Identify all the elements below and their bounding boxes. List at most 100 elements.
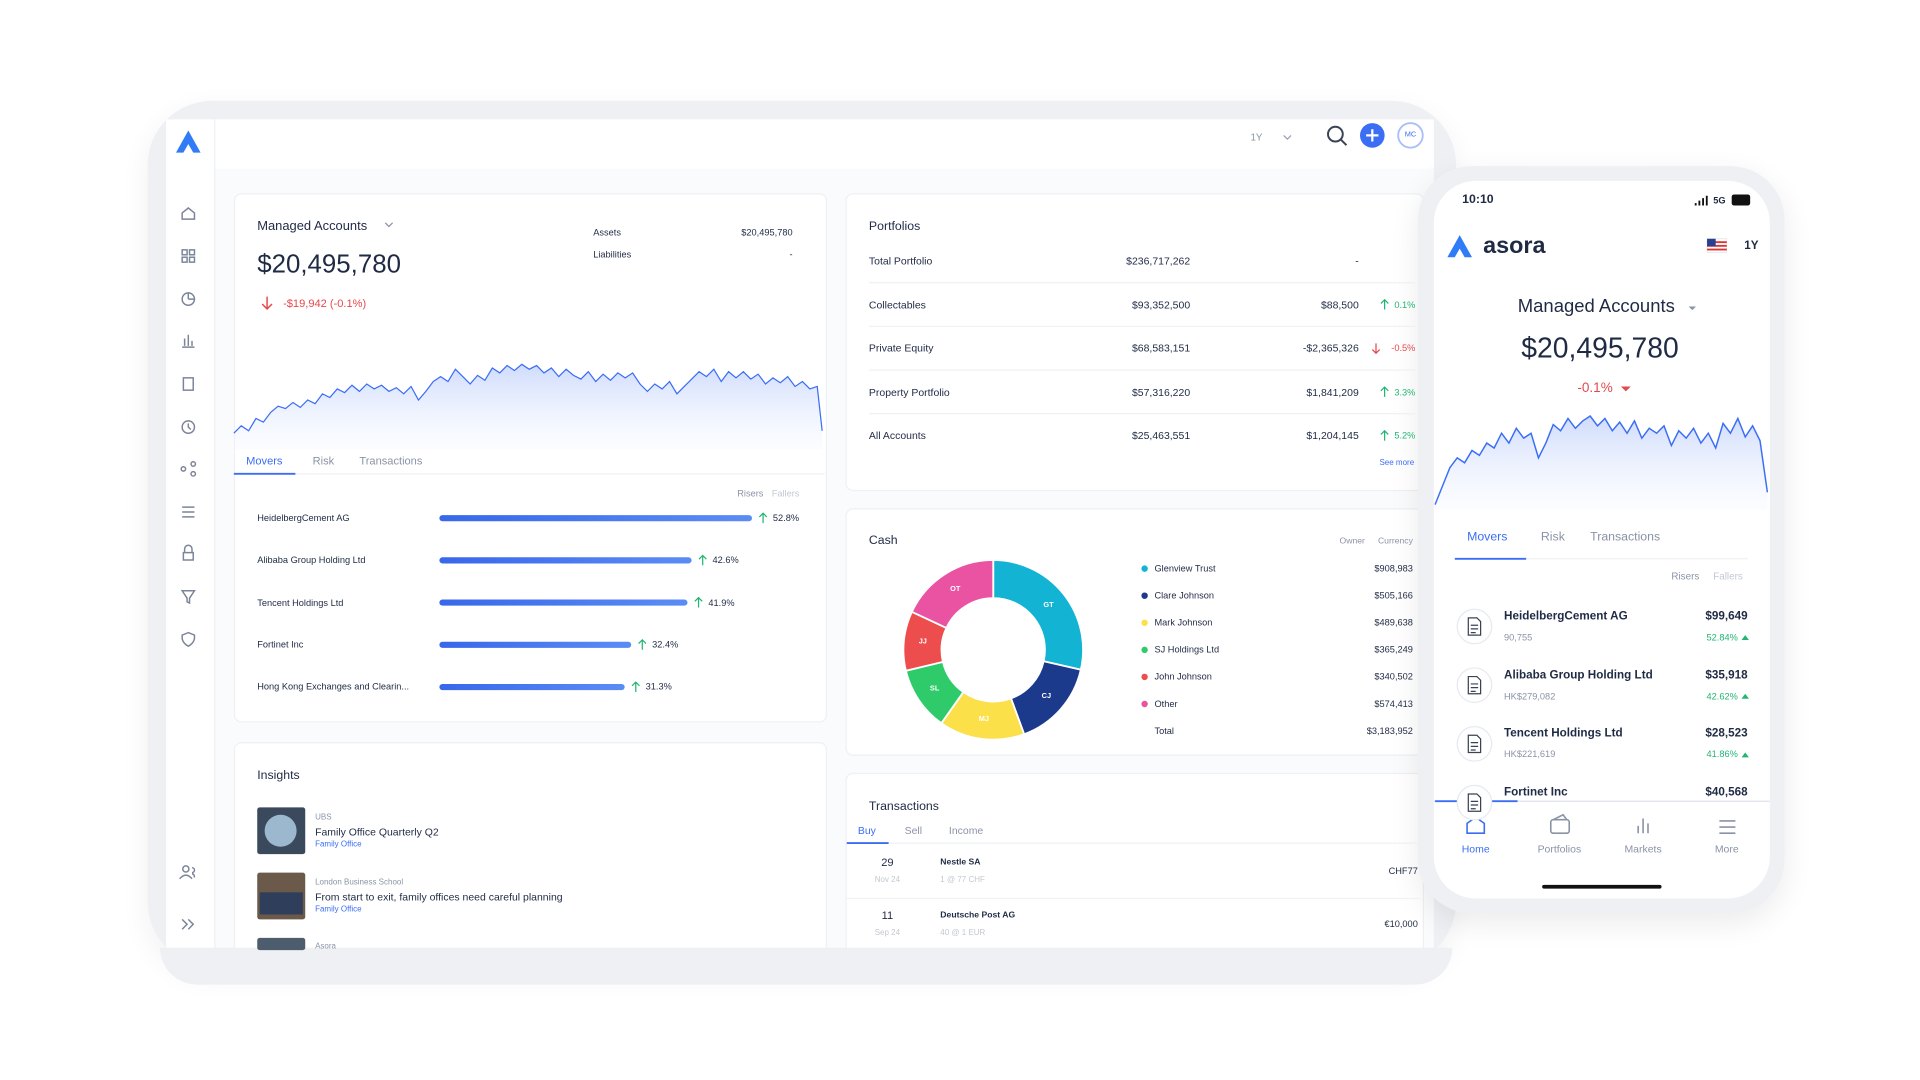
tx-detail: 1 @ 77 CHF (940, 875, 985, 885)
portfolio-name[interactable]: Property Portfolio (868, 385, 950, 398)
total-value: $20,495,780 (257, 250, 401, 279)
portfolio-pct: 5.2% (1394, 429, 1416, 441)
period-select[interactable]: 1Y (1744, 239, 1759, 253)
holding-change: 52.84% (1706, 631, 1738, 643)
phone-value: $20,495,780 (1521, 331, 1679, 364)
topbar-icons[interactable] (1283, 122, 1424, 149)
phone-title[interactable]: Managed Accounts (1517, 295, 1675, 317)
phone-status-icons (1694, 195, 1708, 206)
doc-icon (1467, 793, 1482, 812)
holding-name[interactable]: Alibaba Group Holding Ltd (1503, 668, 1653, 682)
nav-item[interactable]: Home (1461, 842, 1490, 856)
tx-day: 11 (881, 908, 894, 922)
nav-item[interactable]: Markets (1624, 842, 1662, 856)
tab[interactable]: Transactions (359, 454, 423, 468)
tab[interactable]: Risk (1540, 530, 1565, 544)
holding-sub: HK$279,082 (1503, 690, 1556, 702)
mover-name: HeidelbergCement AG (257, 512, 350, 524)
tab[interactable]: Movers (246, 454, 283, 468)
card-title: Cash (868, 534, 898, 548)
card-title[interactable]: Managed Accounts (257, 218, 368, 234)
insights-card (233, 742, 828, 967)
holding-name[interactable]: Fortinet Inc (1503, 785, 1568, 800)
trend-arrow (698, 554, 707, 566)
holding-name[interactable]: Tencent Holdings Ltd (1503, 726, 1623, 741)
donut-segment (910, 559, 995, 630)
portfolio-change: -$2,365,326 (1302, 341, 1359, 355)
mover-label: 41.9% (708, 596, 735, 608)
filter[interactable]: Fallers (1713, 571, 1743, 583)
liabilities-value: - (789, 248, 793, 260)
status-network: 5G (1713, 194, 1726, 206)
holding-name[interactable]: HeidelbergCement AG (1503, 609, 1628, 624)
doc-icon (1467, 734, 1482, 754)
period-select[interactable]: 1Y (1250, 131, 1263, 143)
portfolio-value: $25,463,551 (1131, 429, 1191, 442)
holding-change: 41.86% (1706, 749, 1738, 761)
owner-amount: $340,502 (1374, 671, 1413, 683)
portfolio-name[interactable]: Total Portfolio (868, 254, 933, 267)
phone-change: -0.1% (1577, 380, 1613, 396)
see-more[interactable]: See more (1379, 458, 1415, 468)
dropdown-chevron[interactable] (384, 222, 394, 228)
holding-sub: HK$221,619 (1503, 749, 1556, 761)
trend-arrow (1371, 343, 1381, 355)
portfolio-name[interactable]: Collectables (868, 298, 926, 311)
portfolio-name[interactable]: Private Equity (868, 341, 934, 355)
avatar[interactable]: MC (1404, 131, 1417, 140)
filter[interactable]: Fallers (771, 487, 800, 499)
trend-arrow (1380, 386, 1389, 397)
value-change: -$19,942 (-0.1%) (283, 297, 367, 310)
tab[interactable]: Movers (1467, 530, 1508, 544)
total-amount: $3,183,952 (1366, 725, 1413, 737)
insight-title[interactable]: Family Office Quarterly Q2 (315, 825, 439, 838)
holding-icon (1456, 667, 1493, 704)
tx-amount: CHF77 (1388, 865, 1418, 877)
phone-nav-icons[interactable] (1466, 813, 1736, 835)
holding-change: 42.62% (1706, 690, 1738, 702)
owner-name: Other (1154, 698, 1178, 710)
change-arrow (261, 296, 273, 310)
nav-item[interactable]: Portfolios (1537, 842, 1582, 856)
legend-dot (1141, 700, 1148, 708)
holding-value: $40,568 (1705, 785, 1748, 800)
mover-bar (439, 641, 632, 648)
tx-name: Deutsche Post AG (940, 911, 1016, 920)
tab[interactable]: Risk (312, 454, 335, 468)
phone-logo (1447, 235, 1472, 258)
up-triangle (1741, 635, 1749, 640)
portfolio-value: $93,352,500 (1131, 298, 1191, 311)
trend-arrow (694, 596, 703, 608)
tab[interactable]: Sell (904, 824, 923, 837)
donut-label: CJ (1041, 692, 1052, 701)
donut-label: SL (929, 685, 940, 694)
owner-amount: $505,166 (1374, 589, 1413, 601)
assets-value: $20,495,780 (741, 226, 793, 238)
insight-title[interactable]: From start to exit, family offices need … (315, 890, 563, 903)
owner-name: Mark Johnson (1154, 616, 1213, 628)
tab[interactable]: Buy (857, 824, 876, 837)
donut-label: GT (1043, 601, 1054, 610)
insight-tag[interactable]: Family Office (315, 840, 362, 849)
tab[interactable]: Transactions (1590, 530, 1661, 544)
legend-dot (1141, 619, 1148, 626)
portfolio-change: - (1355, 254, 1359, 267)
nav-item[interactable]: More (1714, 842, 1739, 856)
donut-segment (992, 559, 1084, 671)
phone-screen (1433, 180, 1770, 899)
holding-icon (1456, 608, 1493, 645)
card-title: Insights (257, 769, 300, 783)
doc-icon (1467, 617, 1482, 636)
owner-name: Clare Johnson (1154, 589, 1214, 601)
tab[interactable]: Income (948, 824, 984, 837)
trend-arrow (758, 512, 768, 524)
insight-tag[interactable]: Family Office (315, 904, 362, 914)
portfolio-name[interactable]: All Accounts (868, 429, 926, 442)
phone-title-chevron[interactable] (1688, 306, 1696, 311)
managed-card (233, 193, 828, 723)
portfolio-change: $1,841,209 (1306, 385, 1359, 398)
tx-month: Sep 24 (874, 928, 901, 938)
filter[interactable]: Risers (1671, 571, 1700, 583)
filter[interactable]: Risers (737, 487, 764, 499)
